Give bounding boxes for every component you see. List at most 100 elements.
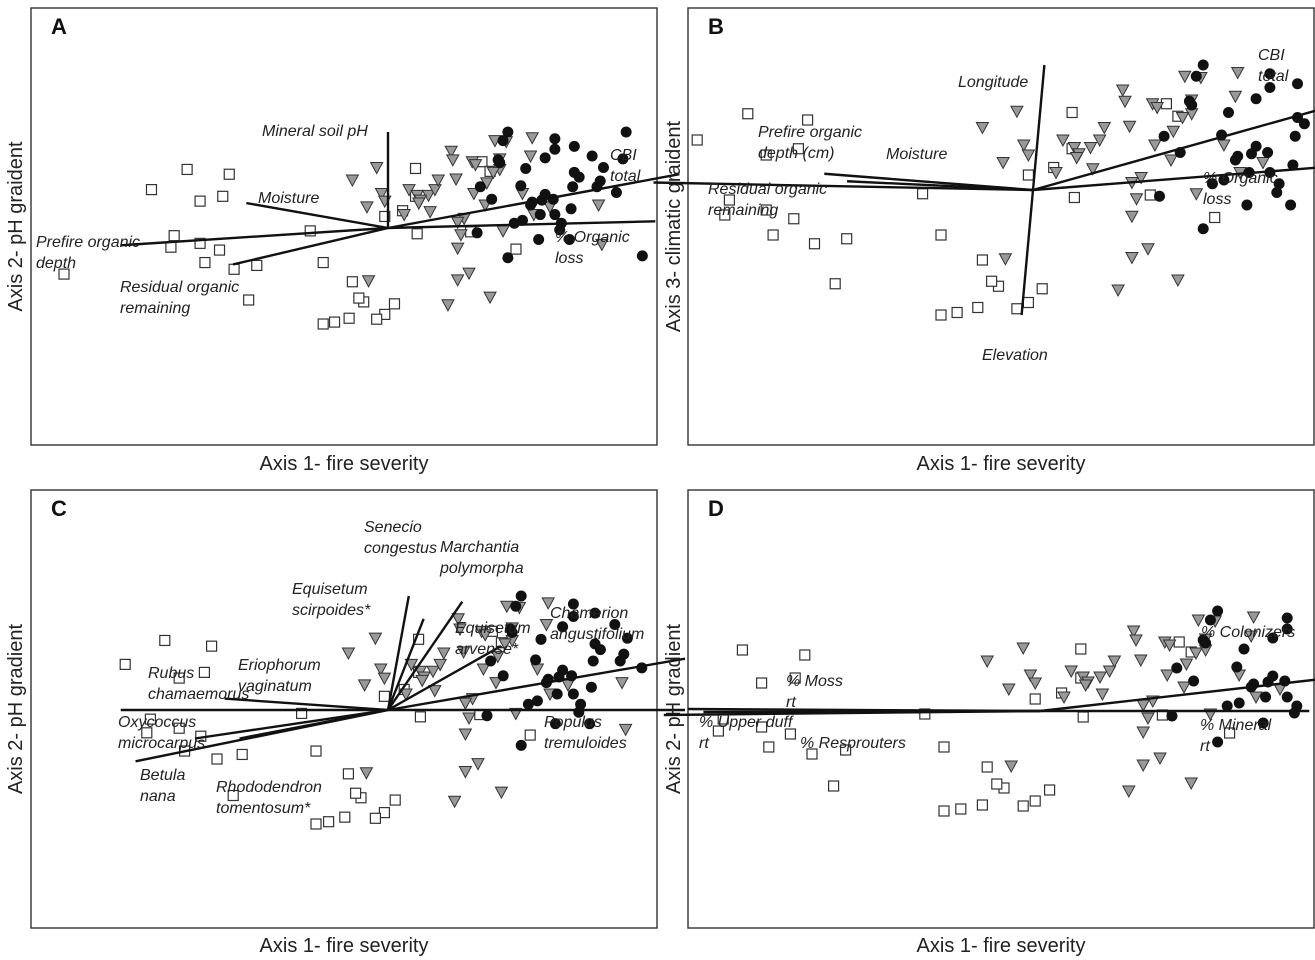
vector-line	[232, 226, 389, 266]
triangle-point	[525, 132, 540, 145]
square-point	[304, 225, 316, 237]
circle-point	[567, 611, 579, 623]
vector-line	[120, 226, 389, 247]
square-point	[1209, 211, 1221, 224]
triangle-point	[1133, 654, 1148, 668]
square-point	[389, 794, 401, 806]
circle-point	[510, 600, 522, 612]
square-point	[1173, 636, 1185, 648]
circle-point	[567, 598, 579, 610]
square-point	[243, 294, 255, 306]
square-point	[141, 727, 153, 739]
triangle-point	[1230, 67, 1245, 80]
triangle-point	[374, 187, 389, 201]
triangle-point	[1004, 760, 1019, 774]
square-point	[1011, 303, 1023, 315]
vector-label: Mineral soil pH	[262, 123, 368, 140]
triangle-point	[1160, 669, 1175, 683]
y-axis-label: Axis 3- climatic graident	[663, 120, 685, 332]
circle-point	[1273, 178, 1285, 190]
circle-point	[549, 143, 561, 155]
triangle-point	[1217, 139, 1231, 153]
circle-point	[557, 621, 569, 633]
triangle-point	[1049, 167, 1063, 180]
circle-point	[1171, 662, 1183, 674]
circle-point	[520, 162, 532, 174]
circle-point	[597, 162, 609, 174]
vector-labels: Mineral soil pH Moisture Prefire organic de…	[36, 123, 641, 317]
vector-line	[386, 618, 425, 711]
square-point	[767, 229, 779, 241]
circle-point	[636, 250, 648, 262]
circle-point	[1231, 661, 1243, 673]
circle-point	[471, 227, 483, 239]
triangle-point	[594, 238, 609, 252]
square-point	[323, 816, 335, 828]
vector-label: scirpoides*	[292, 602, 371, 619]
vector-label: rt	[1200, 738, 1210, 755]
circle-point	[609, 619, 621, 630]
vector-labels: Longitude Prefire organic depth (cm) Moistu…	[708, 47, 1289, 364]
vector-label: polymorpha	[439, 560, 524, 577]
triangle-point	[444, 145, 459, 159]
triangle-point	[980, 655, 995, 669]
square-point	[723, 194, 736, 206]
circle-point	[1287, 159, 1299, 171]
triangle-point	[1125, 210, 1139, 224]
triangle-point	[471, 758, 485, 771]
panel-letter: B	[708, 14, 724, 39]
x-axis-label: Axis 1- fire severity	[917, 935, 1086, 957]
square-point	[1029, 795, 1041, 807]
triangle-point	[462, 267, 476, 281]
square-point	[168, 230, 180, 242]
triangle-point	[1126, 625, 1141, 639]
x-axis-label: Axis 1- fire severity	[260, 453, 429, 475]
circle-point	[522, 698, 534, 710]
triangle-point	[1056, 134, 1070, 148]
vector-label: Equisetum	[292, 581, 368, 598]
triangle-point	[1141, 712, 1155, 726]
triangle-point	[1228, 90, 1243, 104]
square-point	[213, 244, 226, 256]
triangle-point	[1083, 142, 1098, 155]
triangle-point	[615, 677, 629, 690]
square-point	[510, 243, 522, 255]
circle-point	[1267, 632, 1279, 644]
triangle-point	[1064, 665, 1079, 679]
points	[58, 126, 648, 330]
triangle-point	[476, 663, 491, 677]
circle-point	[585, 681, 597, 693]
vector-label: Populus	[544, 714, 602, 731]
vector-label: % Moss	[786, 673, 843, 690]
triangle-point	[453, 623, 467, 637]
triangle-point	[1177, 681, 1191, 695]
triangle-point	[1191, 614, 1206, 628]
square-point	[198, 666, 210, 678]
circle-point	[516, 214, 528, 226]
triangle-point	[490, 650, 505, 664]
square-point	[938, 805, 950, 817]
triangle-point	[494, 786, 509, 800]
vector-line	[194, 708, 389, 740]
square-point	[1223, 727, 1236, 739]
panel-letter: C	[51, 496, 67, 521]
square-point	[1022, 296, 1035, 309]
square-point	[972, 301, 984, 314]
triangle-point	[404, 658, 419, 672]
square-point	[342, 768, 354, 780]
triangle-point	[428, 184, 442, 197]
square-point	[206, 640, 218, 652]
vector-label: Moisture	[886, 146, 947, 163]
square-point	[58, 268, 70, 280]
vector-line	[224, 697, 389, 712]
circle-point	[1257, 717, 1269, 729]
vector-label: remaining	[708, 202, 778, 219]
vector-label: Residual organic	[708, 181, 827, 198]
circle-point	[1158, 130, 1170, 142]
triangle-point	[496, 225, 510, 238]
triangle-point	[1175, 112, 1190, 125]
square-point	[1022, 169, 1035, 181]
square-point	[919, 708, 931, 720]
circle-point	[1298, 118, 1310, 130]
triangle-point	[1179, 658, 1194, 672]
